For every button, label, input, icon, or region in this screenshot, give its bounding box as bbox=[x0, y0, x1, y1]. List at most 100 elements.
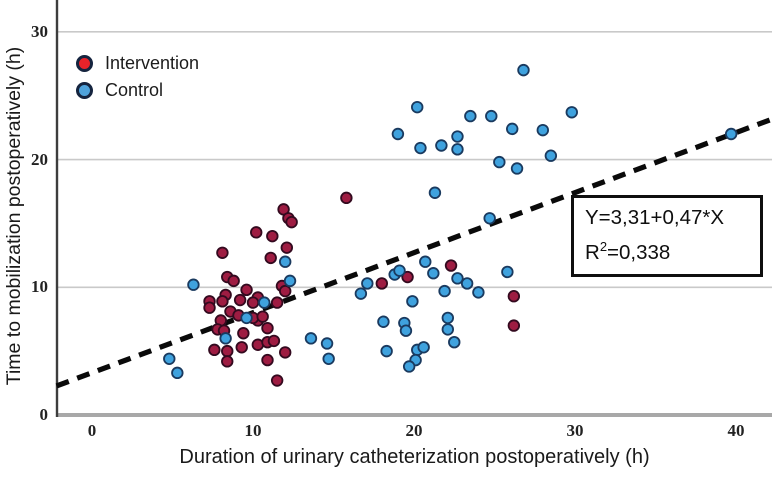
data-point-intervention bbox=[444, 259, 458, 272]
y-tick-label-20: 20 bbox=[31, 149, 48, 169]
data-point-control bbox=[472, 286, 485, 299]
chart-legend: Intervention Control bbox=[76, 50, 199, 104]
data-point-control bbox=[399, 324, 413, 337]
data-point-control bbox=[441, 311, 455, 325]
data-point-control bbox=[320, 337, 334, 350]
data-point-control bbox=[304, 332, 318, 345]
data-point-intervention bbox=[279, 346, 292, 359]
data-point-intervention bbox=[280, 241, 294, 254]
data-point-control bbox=[402, 360, 416, 373]
data-point-control bbox=[322, 352, 335, 365]
data-point-control bbox=[417, 341, 430, 354]
x-tick-label-10: 10 bbox=[244, 421, 262, 440]
data-point-control bbox=[510, 162, 524, 175]
data-point-control bbox=[460, 277, 474, 290]
data-point-intervention bbox=[227, 274, 240, 288]
data-point-control bbox=[501, 265, 514, 279]
data-point-intervention bbox=[246, 296, 260, 309]
y-tick-label-10: 10 bbox=[31, 277, 48, 297]
legend-label-intervention: Intervention bbox=[105, 53, 200, 73]
data-point-intervention bbox=[279, 284, 292, 298]
data-point-control bbox=[448, 335, 461, 349]
data-point-intervention bbox=[240, 283, 253, 297]
legend-item-control: Control bbox=[76, 77, 199, 104]
data-point-control bbox=[419, 255, 432, 268]
x-axis-title: Duration of urinary catheterization post… bbox=[179, 446, 650, 468]
data-point-intervention bbox=[256, 310, 269, 323]
data-point-control bbox=[354, 287, 368, 300]
data-point-control bbox=[517, 63, 530, 77]
x-tick-label-40: 40 bbox=[727, 421, 745, 440]
data-point-intervention bbox=[208, 343, 221, 357]
data-point-control bbox=[380, 344, 393, 358]
data-point-control bbox=[406, 295, 419, 308]
data-point-intervention bbox=[266, 229, 279, 243]
intervention-dot-icon bbox=[76, 55, 93, 72]
data-point-intervention bbox=[285, 215, 298, 229]
data-point-intervention bbox=[203, 301, 216, 314]
data-point-control bbox=[391, 127, 405, 141]
data-point-control bbox=[428, 186, 442, 199]
data-point-control bbox=[279, 255, 292, 268]
control-dot-icon bbox=[76, 82, 93, 99]
data-point-control bbox=[283, 274, 297, 288]
x-tick-label-20: 20 bbox=[405, 421, 423, 440]
data-point-control bbox=[411, 100, 424, 114]
data-point-control bbox=[451, 130, 464, 143]
data-point-control bbox=[187, 278, 200, 291]
data-point-control bbox=[485, 109, 498, 123]
data-point-intervention bbox=[270, 374, 284, 387]
data-point-control bbox=[361, 277, 374, 290]
data-point-control bbox=[438, 284, 451, 298]
data-point-control bbox=[258, 296, 271, 309]
data-point-intervention bbox=[261, 353, 274, 367]
data-point-control bbox=[565, 106, 578, 119]
data-point-intervention bbox=[270, 296, 284, 309]
legend-item-intervention: Intervention bbox=[76, 50, 199, 77]
r-squared-value: R2=0,338 bbox=[585, 239, 671, 264]
data-point-control bbox=[240, 311, 253, 325]
data-point-control bbox=[427, 267, 440, 280]
data-point-intervention bbox=[267, 334, 281, 348]
data-point-control bbox=[724, 127, 738, 141]
data-point-intervention bbox=[375, 277, 389, 290]
y-tick-label-0: 0 bbox=[39, 405, 49, 424]
data-point-intervention bbox=[221, 344, 234, 358]
data-point-control bbox=[441, 323, 455, 336]
data-point-control bbox=[377, 315, 390, 328]
data-point-control bbox=[393, 264, 406, 277]
data-point-intervention bbox=[216, 295, 229, 308]
data-point-control bbox=[219, 332, 232, 345]
data-point-intervention bbox=[264, 251, 277, 265]
data-point-intervention bbox=[233, 293, 247, 307]
data-point-control bbox=[506, 122, 519, 136]
data-point-intervention bbox=[261, 321, 274, 335]
data-point-intervention bbox=[340, 191, 353, 205]
data-point-intervention bbox=[221, 355, 234, 368]
data-point-control bbox=[451, 143, 464, 156]
data-point-control bbox=[163, 352, 176, 365]
y-tick-label-30: 30 bbox=[31, 21, 48, 41]
data-point-control bbox=[171, 366, 184, 380]
regression-equation: Y=3,31+0,47*X bbox=[585, 206, 725, 229]
data-point-intervention bbox=[216, 246, 229, 259]
regression-line bbox=[55, 116, 772, 389]
y-axis-title: Time to mobilization postoperatively (h) bbox=[3, 46, 25, 386]
data-point-control bbox=[414, 141, 427, 155]
data-point-control bbox=[435, 139, 448, 152]
data-point-control bbox=[493, 155, 506, 169]
regression-annotation-box: Y=3,31+0,47*X R2=0,338 bbox=[571, 195, 763, 277]
legend-label-control: Control bbox=[105, 80, 164, 100]
data-point-intervention bbox=[235, 341, 248, 354]
data-point-intervention bbox=[237, 327, 250, 340]
x-tick-label-30: 30 bbox=[566, 421, 584, 440]
data-point-control bbox=[536, 123, 550, 137]
data-point-control bbox=[483, 212, 496, 225]
x-tick-label-0: 0 bbox=[87, 421, 97, 440]
data-point-control bbox=[464, 109, 477, 123]
data-point-intervention bbox=[401, 270, 414, 284]
data-point-intervention bbox=[250, 226, 263, 239]
data-point-intervention bbox=[507, 319, 521, 332]
